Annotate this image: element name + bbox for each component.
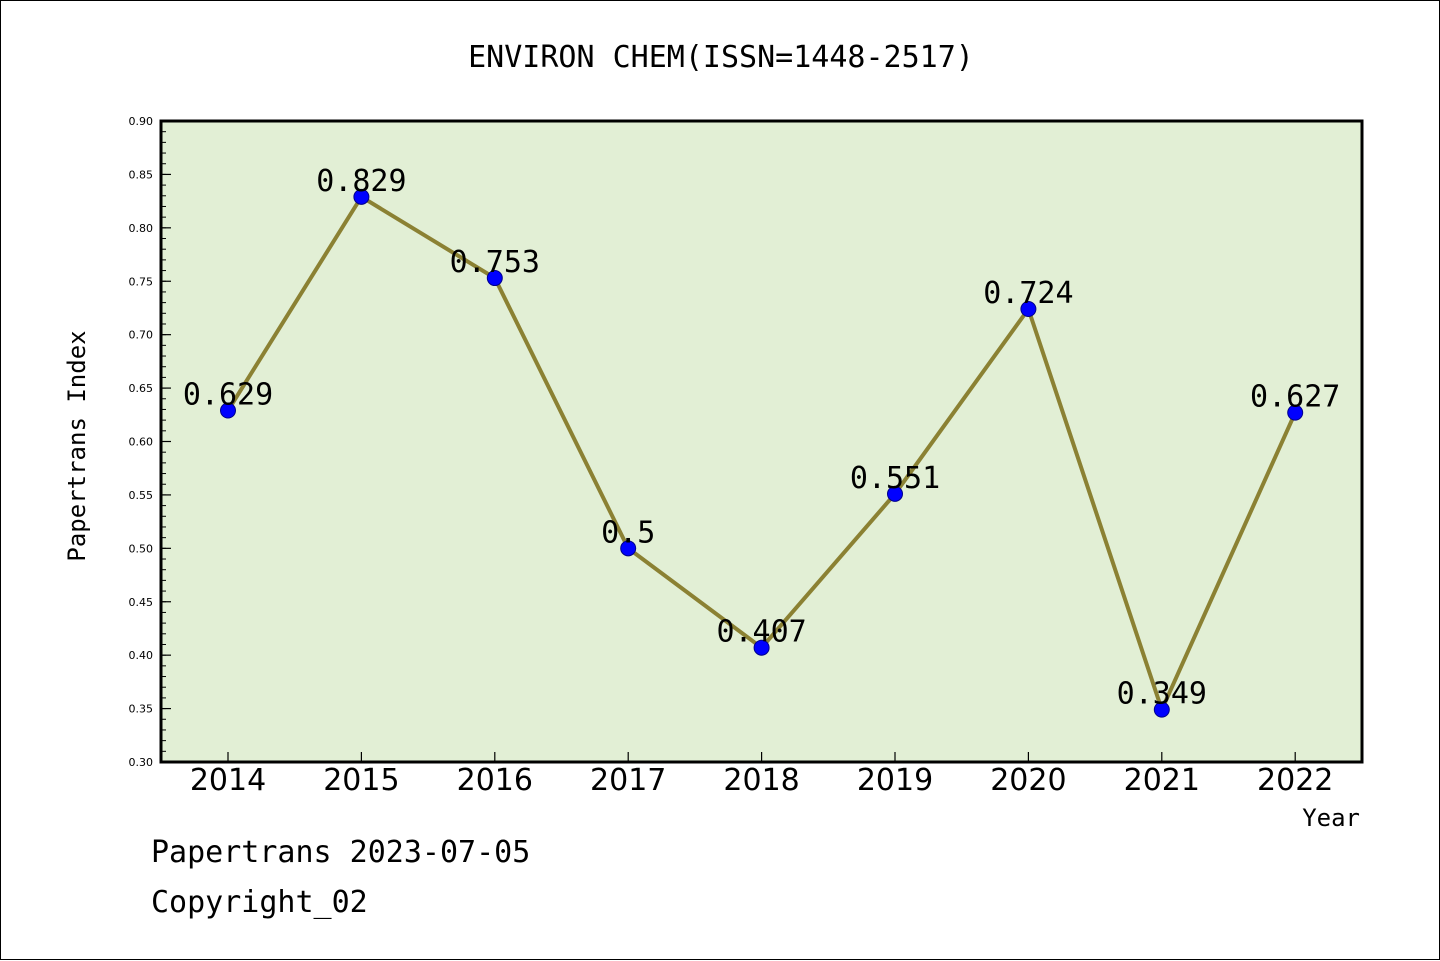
- data-label: 0.629: [183, 378, 273, 413]
- data-point: [620, 540, 637, 557]
- x-tick-label: 2014: [190, 763, 266, 798]
- x-tick-label: 2021: [1124, 763, 1200, 798]
- y-tick-label: 0.85: [129, 168, 154, 181]
- data-point: [353, 188, 370, 205]
- x-tick-label: 2020: [990, 763, 1066, 798]
- y-tick-label: 0.35: [129, 703, 154, 716]
- x-tick-label: 2019: [857, 763, 933, 798]
- x-tick-label: 2015: [323, 763, 399, 798]
- x-axis-title: Year: [1302, 804, 1360, 832]
- y-tick-label: 0.65: [129, 382, 154, 395]
- data-point: [486, 270, 503, 287]
- chart-title: ENVIRON CHEM(ISSN=1448-2517): [468, 40, 974, 75]
- data-markers: [220, 188, 1304, 718]
- data-point: [1153, 701, 1170, 718]
- data-label: 0.627: [1250, 380, 1340, 415]
- y-axis-ticks: 0.30 0.35 0.40 0.45 0.50 0.55 0.60 0.65 0.70 0.75…: [129, 115, 171, 769]
- y-tick-label: 0.60: [129, 436, 154, 449]
- y-tick-label: 0.90: [129, 115, 154, 128]
- y-tick-label: 0.30: [129, 756, 154, 769]
- data-point: [753, 639, 770, 656]
- x-tick-label: 2017: [590, 763, 666, 798]
- data-point: [887, 485, 903, 502]
- y-tick-label: 0.80: [129, 222, 154, 235]
- footer-copyright: Copyright_02: [151, 885, 368, 920]
- y-tick-label: 0.45: [129, 596, 154, 609]
- footer-date: Papertrans 2023-07-05: [151, 835, 531, 870]
- x-tick-label: 2022: [1257, 763, 1333, 798]
- plot-border: [159, 119, 1364, 764]
- y-tick-label: 0.40: [129, 649, 154, 662]
- y-tick-label: 0.70: [129, 329, 154, 342]
- data-label: 0.5: [601, 515, 655, 550]
- x-axis-ticks: 2014 2015 2016 2017 2018 2019 2020 2021 2022: [190, 752, 1333, 798]
- data-point: [1287, 404, 1304, 421]
- data-label: 0.829: [316, 164, 406, 199]
- y-tick-label: 0.55: [129, 489, 154, 502]
- y-tick-label: 0.75: [129, 275, 154, 288]
- data-label: 0.551: [850, 461, 940, 496]
- data-label: 0.753: [450, 245, 540, 280]
- data-point: [1020, 301, 1037, 318]
- x-tick-label: 2018: [723, 763, 799, 798]
- x-tick-label: 2016: [457, 763, 533, 798]
- data-label: 0.407: [716, 615, 806, 650]
- data-labels: 0.629 0.829 0.753 0.5 0.407 0.551 0.724 0.349 0.…: [183, 164, 1341, 712]
- y-tick-label: 0.50: [129, 542, 154, 555]
- data-label: 0.724: [983, 276, 1073, 311]
- data-label: 0.349: [1117, 677, 1207, 712]
- y-axis-title: Papertrans Index: [63, 330, 91, 561]
- data-point: [220, 402, 236, 419]
